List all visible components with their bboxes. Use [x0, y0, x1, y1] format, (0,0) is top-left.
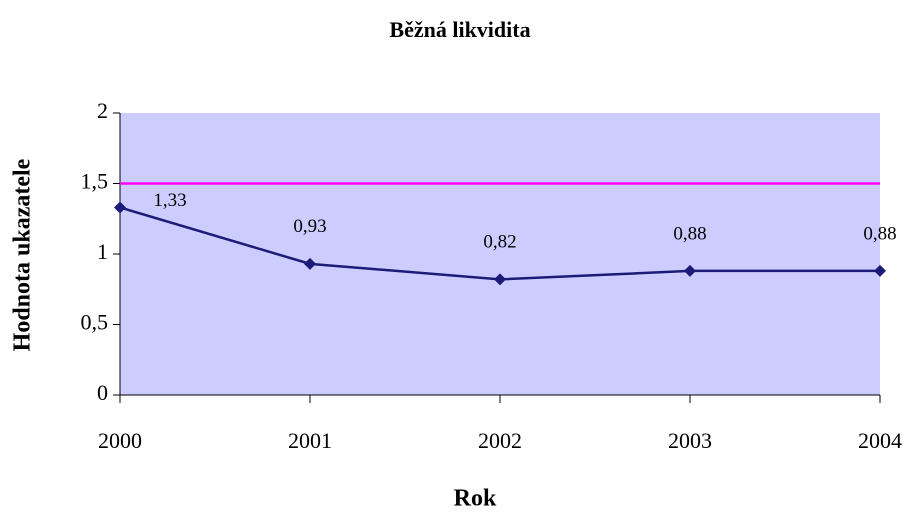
data-label: 0,88 [863, 223, 896, 244]
marker [494, 273, 506, 286]
x-tick-label: 2002 [478, 428, 522, 453]
x-tick-label: 2003 [668, 428, 712, 453]
x-tick-label: 2000 [98, 428, 142, 453]
data-label: 0,88 [673, 223, 706, 244]
y-tick-label: 1,5 [81, 169, 109, 194]
marker [114, 201, 126, 214]
y-tick-label: 1 [97, 239, 108, 264]
x-axis-title: Rok [454, 486, 497, 512]
x-tick-label: 2001 [288, 428, 332, 453]
y-axis-title: Hodnota ukazatele [10, 158, 36, 351]
marker [874, 264, 886, 277]
plot-area [120, 113, 880, 395]
marker [304, 257, 316, 270]
y-tick-label: 2 [97, 98, 108, 123]
chart-title: Běžná likvidita [389, 17, 530, 42]
y-tick-label: 0 [97, 380, 108, 405]
data-label: 0,82 [483, 232, 516, 253]
x-tick-label: 2004 [858, 428, 902, 453]
y-tick-label: 0,5 [81, 310, 109, 335]
data-label: 1,33 [153, 190, 186, 211]
marker [684, 264, 696, 277]
data-label: 0,93 [293, 216, 326, 237]
